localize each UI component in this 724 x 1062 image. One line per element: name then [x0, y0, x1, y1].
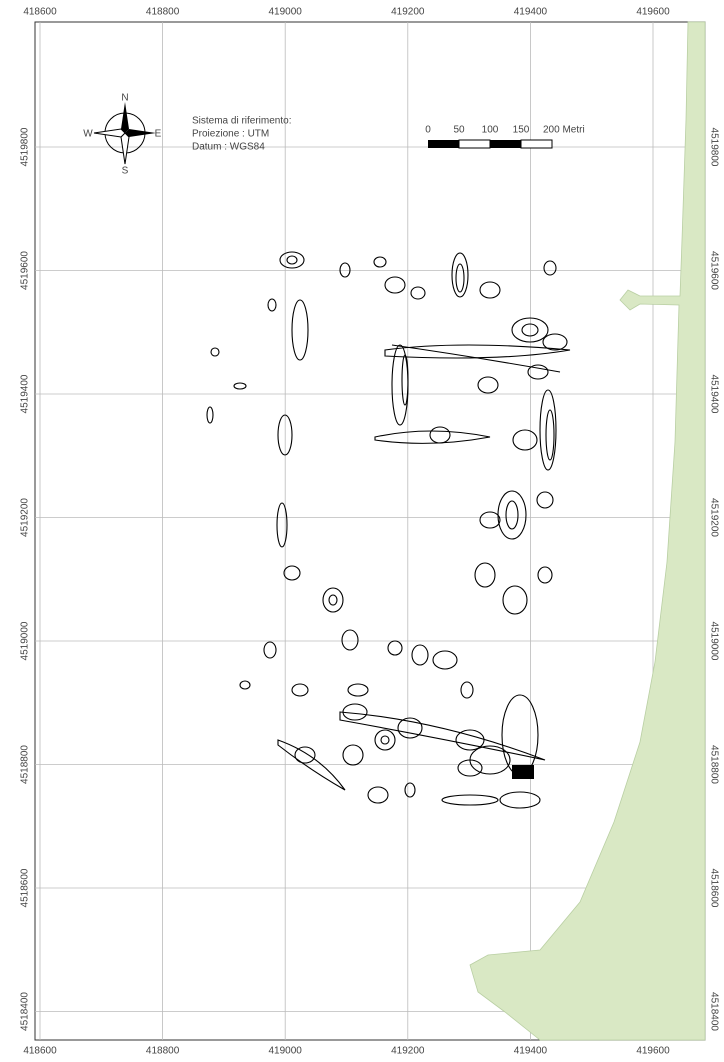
- x-label: 418800: [146, 7, 180, 18]
- y-label: 4519600: [20, 251, 31, 290]
- compass-w: W: [83, 129, 93, 140]
- x-label: 419400: [514, 7, 548, 18]
- y-label: 4518600: [708, 869, 719, 908]
- x-label: 418600: [23, 7, 57, 18]
- legend-line: Proiezione : UTM: [192, 129, 269, 140]
- contours: [206, 251, 571, 809]
- y-label: 4518400: [20, 992, 31, 1031]
- x-label: 419600: [636, 7, 670, 18]
- y-label: 4519200: [708, 498, 719, 537]
- scale-bar: 0 50 100 150 200 Metri: [425, 125, 585, 149]
- legend-line: Datum : WGS84: [192, 142, 265, 153]
- y-label: 4519800: [708, 128, 719, 167]
- y-label: 4518400: [708, 992, 719, 1031]
- x-label: 419000: [269, 7, 303, 18]
- compass-e: E: [155, 129, 162, 140]
- y-label: 4518600: [20, 868, 31, 907]
- legend-line: Sistema di riferimento:: [192, 116, 291, 127]
- y-label: 4519800: [20, 127, 31, 166]
- y-label: 4519600: [708, 251, 719, 290]
- coastline: [469, 21, 706, 1041]
- scale-label: 50: [453, 125, 465, 136]
- x-label: 419200: [391, 1046, 425, 1057]
- y-label: 4519000: [20, 621, 31, 660]
- y-label: 4519400: [708, 375, 719, 414]
- x-label: 419600: [636, 1046, 670, 1057]
- x-label: 419200: [391, 7, 425, 18]
- scale-label: 150: [513, 125, 530, 136]
- x-label: 418600: [23, 1046, 57, 1057]
- compass-s: S: [122, 166, 129, 177]
- y-label: 4518800: [20, 745, 31, 784]
- x-label: 419400: [514, 1046, 548, 1057]
- compass-n: N: [121, 93, 128, 104]
- y-label: 4519400: [20, 374, 31, 413]
- scale-label: 100: [482, 125, 499, 136]
- y-label: 4518800: [708, 745, 719, 784]
- y-label: 4519200: [20, 498, 31, 537]
- x-label: 418800: [146, 1046, 180, 1057]
- y-label: 4519000: [708, 622, 719, 661]
- scale-label: 0: [425, 125, 431, 136]
- compass: N S W E: [83, 93, 161, 177]
- scale-label: 200 Metri: [543, 125, 585, 136]
- x-label: 419000: [269, 1046, 303, 1057]
